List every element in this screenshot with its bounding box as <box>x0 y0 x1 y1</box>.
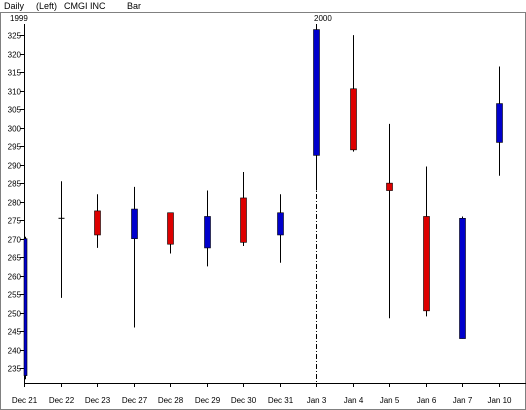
year-start-label: 1999 <box>10 14 28 23</box>
candle <box>386 123 393 319</box>
candle-body-down <box>240 197 247 243</box>
y-tick-label: 325 <box>8 32 22 41</box>
candle-body-up <box>131 208 138 239</box>
candle-body-down <box>350 88 357 151</box>
y-tick-label: 245 <box>8 328 22 337</box>
candle <box>204 190 211 267</box>
y-tick-label: 260 <box>8 273 22 282</box>
y-tick-label: 240 <box>8 347 22 356</box>
y-axis: 235 240 245 250 255 260 265 270 275 280 285 290 295 3… <box>8 32 24 374</box>
candle <box>423 166 430 317</box>
x-tick-label: Jan 6 <box>417 396 437 405</box>
x-tick-label: Dec 23 <box>85 396 111 405</box>
y-tick-label: 255 <box>8 291 22 300</box>
chart-border <box>0 12 526 410</box>
x-tick-label: Jan 10 <box>487 396 512 405</box>
candle <box>167 212 174 254</box>
candle-body-down <box>94 210 101 236</box>
candle-body-up <box>459 218 466 339</box>
y-tick-label: 295 <box>8 143 22 152</box>
candle <box>94 194 101 248</box>
x-tick-label: Jan 5 <box>380 396 400 405</box>
y-tick-label: 310 <box>8 88 22 97</box>
y-tick-label: 280 <box>8 199 22 208</box>
x-tick-label: Jan 7 <box>453 396 473 405</box>
y-tick-label: 305 <box>8 106 22 115</box>
y-tick-label: 250 <box>8 310 22 319</box>
x-tick-label: Jan 3 <box>307 396 327 405</box>
x-tick-label: Dec 29 <box>195 396 221 405</box>
x-tick-label: Dec 27 <box>122 396 148 405</box>
y-tick-label: 235 <box>8 365 22 374</box>
candle-body-up <box>313 29 320 156</box>
candle <box>350 35 357 152</box>
axis-side-label: (Left) <box>36 1 58 11</box>
candle <box>23 236 28 380</box>
candle <box>58 181 65 298</box>
interval-label: Daily <box>4 1 25 11</box>
y-tick-label: 275 <box>8 217 22 226</box>
candle <box>496 66 503 176</box>
candle <box>313 27 320 191</box>
candle <box>240 172 247 247</box>
year-break-label: 2000 <box>314 14 332 23</box>
candle-body-down <box>167 212 174 245</box>
symbol-label: CMGI INC <box>64 1 106 11</box>
x-tick-label: Dec 21 <box>12 396 38 405</box>
chart-style-label: Bar <box>127 1 142 11</box>
chart-header: Daily (Left) CMGI INC Bar <box>0 0 526 12</box>
x-tick-label: Jan 4 <box>344 396 364 405</box>
candle-body-up <box>277 212 284 236</box>
candle <box>131 186 138 328</box>
candle-body-up <box>204 216 211 249</box>
candle-body-up <box>23 238 28 376</box>
candle-body-up <box>496 103 503 143</box>
x-tick-label: Dec 31 <box>268 396 294 405</box>
candle-body-down <box>423 216 430 312</box>
x-tick-label: Dec 28 <box>158 396 184 405</box>
candle <box>277 194 284 263</box>
y-tick-label: 300 <box>8 125 22 134</box>
y-tick-label: 315 <box>8 69 22 78</box>
y-tick-label: 270 <box>8 236 22 245</box>
x-tick-label: Dec 30 <box>231 396 257 405</box>
y-tick-label: 285 <box>8 180 22 189</box>
x-axis: Dec 21 Dec 22 Dec 23 Dec 27 Dec 28 Dec 29 Dec … <box>12 383 512 405</box>
candles <box>23 27 503 380</box>
candle <box>459 216 466 339</box>
candle-body-down <box>386 182 393 191</box>
y-tick-label: 290 <box>8 162 22 171</box>
y-tick-label: 320 <box>8 51 22 60</box>
y-tick-label: 265 <box>8 254 22 263</box>
x-tick-label: Dec 22 <box>49 396 75 405</box>
